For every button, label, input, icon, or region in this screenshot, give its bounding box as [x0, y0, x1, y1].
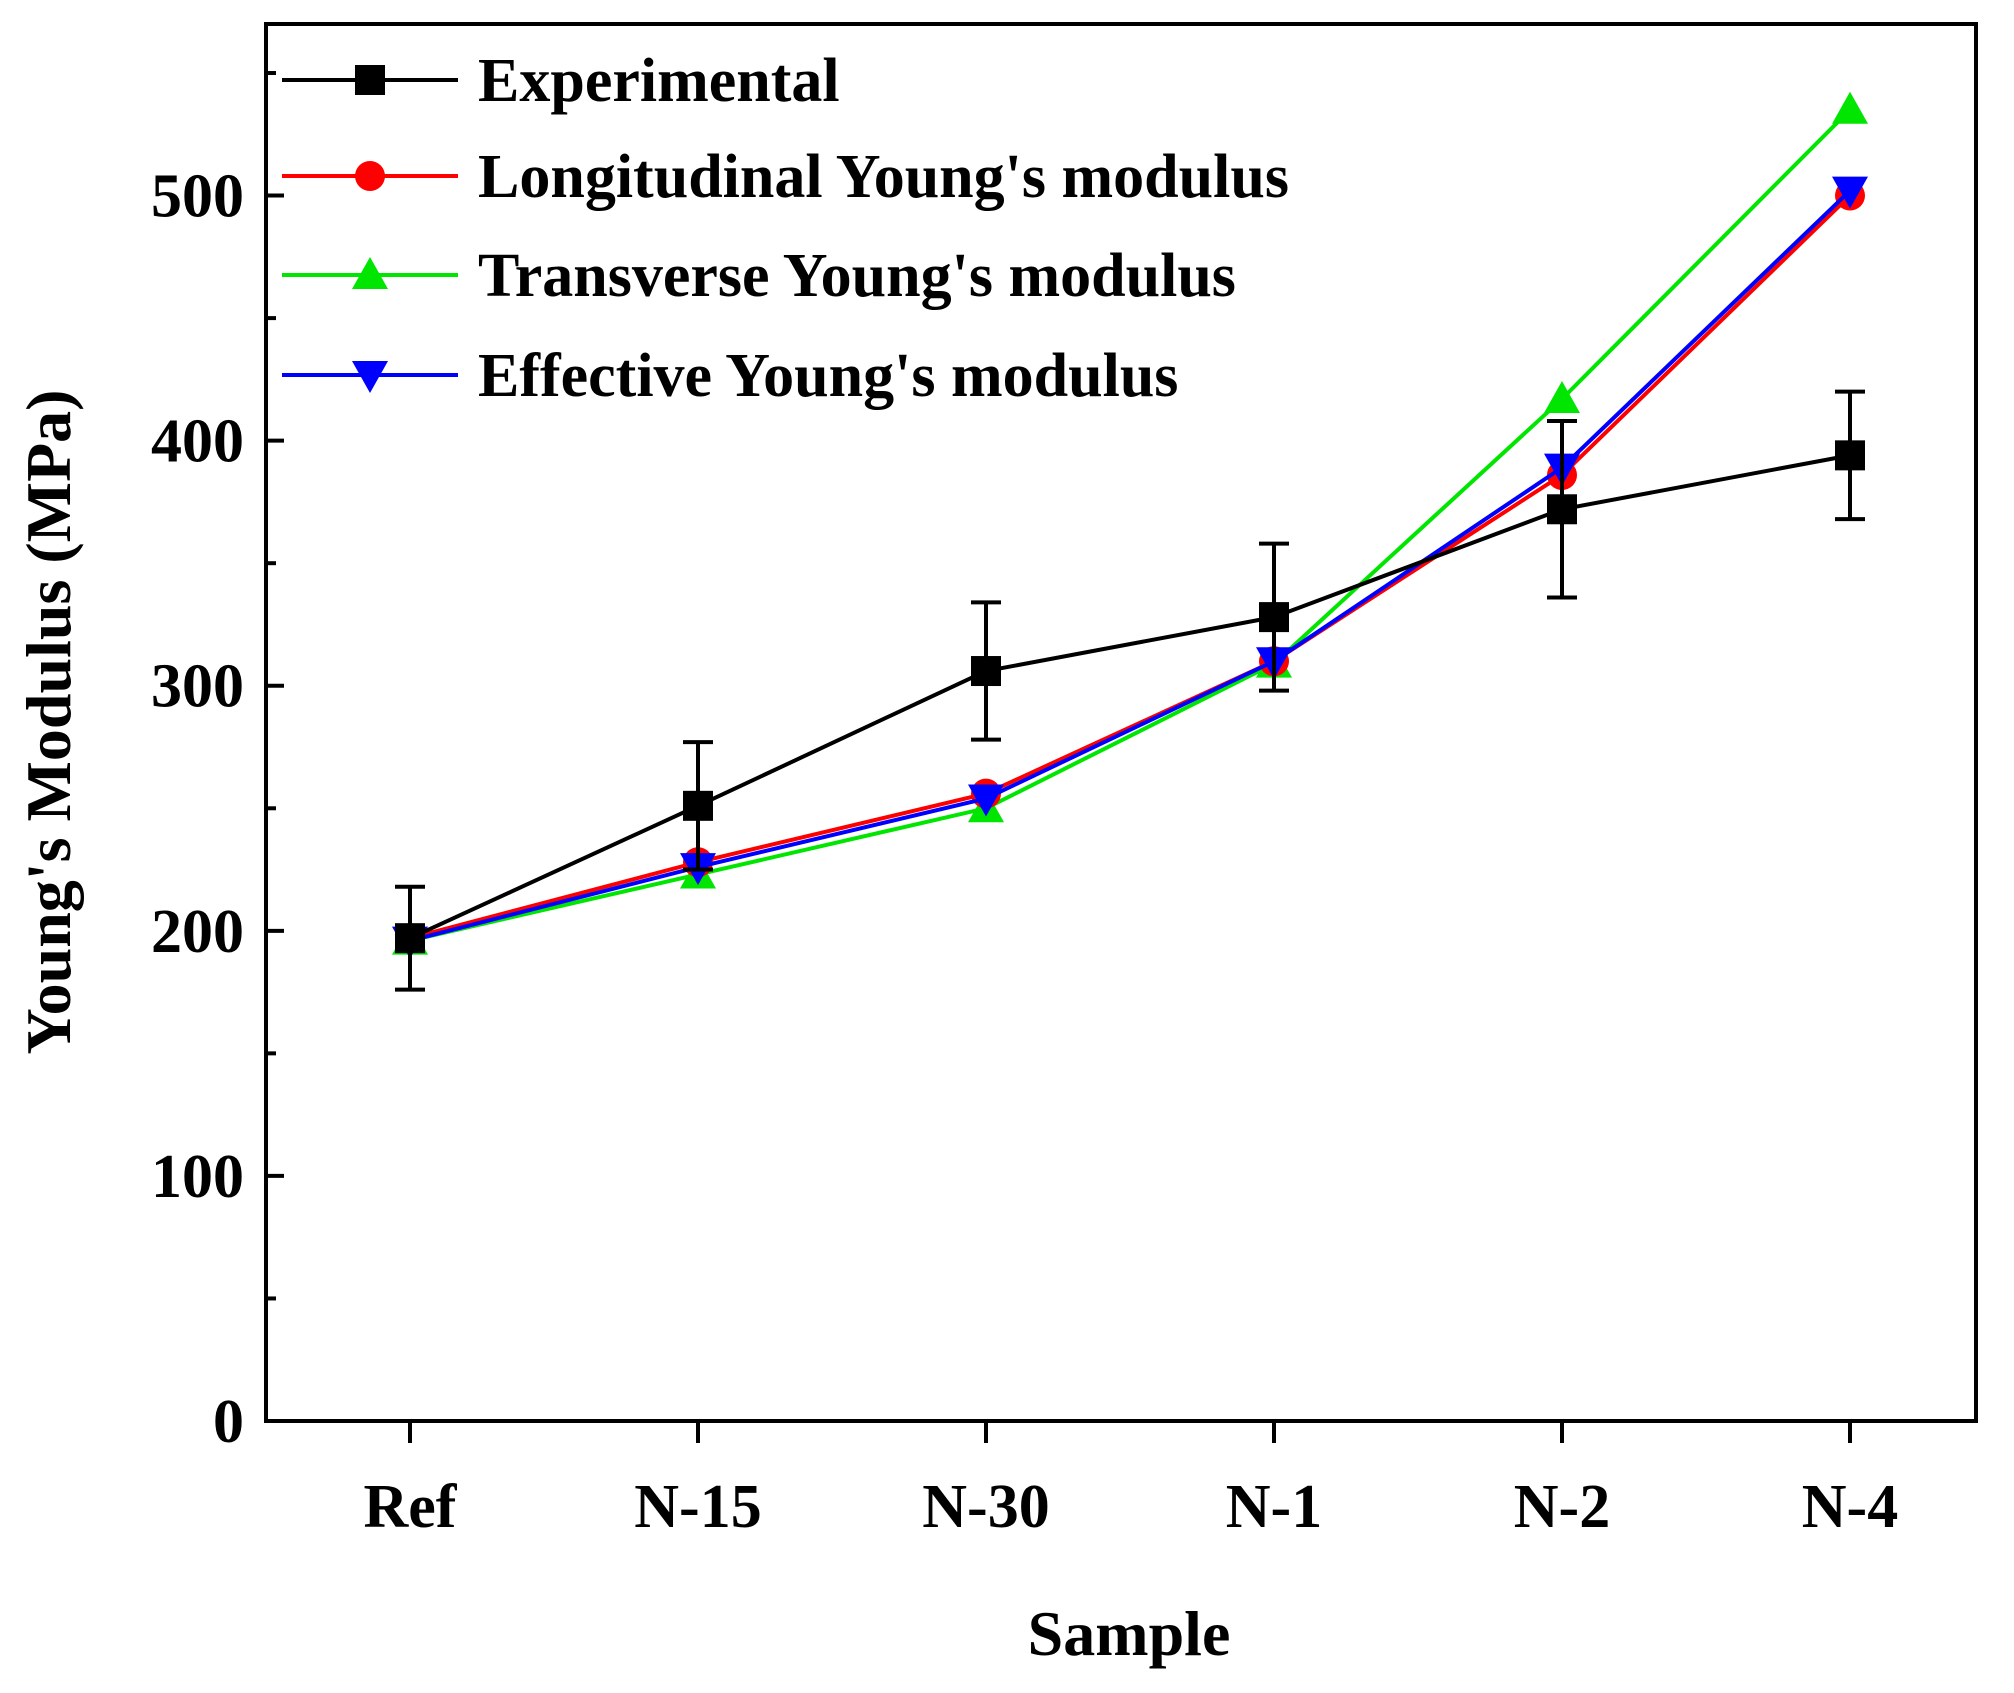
series-line	[409, 194, 1852, 941]
legend-marker	[355, 65, 385, 95]
y-tick-label: 400	[151, 408, 244, 476]
legend: Experimental Longitudinal Young's modulus…	[282, 47, 1289, 410]
x-axis: Ref N-15 N-30 N-1 N-2 N-4	[364, 1421, 1898, 1541]
legend-marker	[352, 361, 388, 393]
y-tick-label: 0	[213, 1388, 244, 1456]
series-layer	[392, 91, 1868, 992]
data-point	[1259, 602, 1289, 633]
x-tick-label: N-1	[1226, 1473, 1322, 1541]
plot-frame	[264, 22, 1978, 1423]
y-tick-label: 500	[151, 163, 244, 231]
data-point	[968, 784, 1004, 817]
series-experimental	[395, 389, 1865, 992]
data-point	[683, 790, 713, 821]
legend-item-transverse-young-s-modulus: Transverse Young's modulus	[282, 242, 1236, 310]
data-point	[1832, 176, 1868, 209]
data-point	[1547, 494, 1577, 525]
legend-label: Effective Young's modulus	[478, 342, 1178, 410]
data-point	[971, 656, 1001, 687]
y-tick-label: 300	[151, 653, 244, 721]
legend-item-experimental: Experimental	[282, 47, 840, 115]
y-tick-label: 200	[151, 898, 244, 966]
series-line	[409, 108, 1852, 943]
legend-item-longitudinal-young-s-modulus: Longitudinal Young's modulus	[282, 143, 1289, 211]
data-point	[1835, 440, 1865, 471]
legend-label: Transverse Young's modulus	[478, 242, 1236, 310]
x-tick-label: N-4	[1802, 1473, 1898, 1541]
x-tick-label: N-30	[922, 1473, 1049, 1541]
x-axis-title: Sample	[1028, 1598, 1231, 1669]
x-tick-label: Ref	[364, 1473, 458, 1541]
legend-item-effective-young-s-modulus: Effective Young's modulus	[282, 342, 1178, 410]
data-point	[1544, 380, 1580, 413]
data-point	[1832, 91, 1868, 124]
legend-marker	[355, 161, 385, 191]
series-line	[409, 453, 1851, 940]
x-tick-label: N-15	[634, 1473, 761, 1541]
y-axis: 0 100 200 300 400 500	[151, 71, 284, 1456]
legend-label: Longitudinal Young's modulus	[478, 143, 1289, 211]
data-point	[395, 923, 425, 954]
series-line	[409, 189, 1852, 943]
x-tick-label: N-2	[1514, 1473, 1610, 1541]
y-axis-title: Young's Modulus (MPa)	[13, 390, 84, 1055]
legend-marker	[352, 257, 388, 289]
series-transverse-young-s-modulus	[392, 91, 1868, 955]
legend-label: Experimental	[478, 47, 840, 115]
y-tick-label: 100	[151, 1143, 244, 1211]
